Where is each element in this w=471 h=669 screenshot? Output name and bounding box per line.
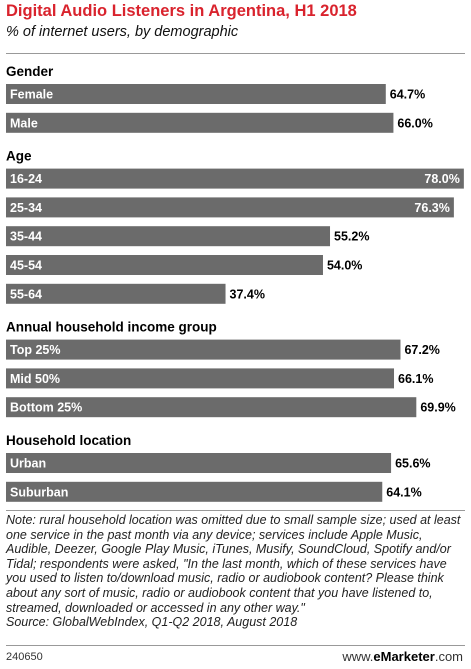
bar-label: Female <box>10 88 53 102</box>
data-label: 76.3% <box>414 201 449 215</box>
data-label: 64.7% <box>390 88 425 102</box>
data-label: 54.0% <box>327 259 362 273</box>
bar <box>6 339 401 360</box>
data-label: 55.2% <box>334 230 369 244</box>
brand-logo[interactable]: www.eMarketer.com <box>342 649 463 664</box>
bar <box>6 368 395 389</box>
brand-prefix: www. <box>342 649 374 664</box>
data-label: 64.1% <box>386 485 421 499</box>
footer-divider <box>6 645 465 646</box>
data-label: 67.2% <box>404 343 439 357</box>
bar-label: 55-64 <box>10 287 42 301</box>
title-divider <box>6 53 465 54</box>
bar <box>6 453 392 473</box>
data-label: 78.0% <box>424 172 459 186</box>
note-divider <box>6 510 465 511</box>
group-heading: Household location <box>6 433 131 448</box>
bar-label: Bottom 25% <box>10 401 82 415</box>
bar <box>6 84 386 104</box>
data-label: 37.4% <box>230 287 265 301</box>
bar-label: Top 25% <box>10 343 60 357</box>
chart-id: 240650 <box>6 651 43 663</box>
bar-label: 25-34 <box>10 201 42 215</box>
bar-label: 16-24 <box>10 172 42 186</box>
bar <box>6 112 394 133</box>
bar-label: Male <box>10 116 38 130</box>
chart-title: Digital Audio Listeners in Argentina, H1… <box>6 2 357 20</box>
bar-label: Suburban <box>10 485 68 499</box>
data-label: 65.6% <box>395 457 430 471</box>
brand-name: eMarketer <box>373 649 435 664</box>
brand-suffix: .com <box>434 649 463 664</box>
chart-note: Note: rural household location was omitt… <box>6 513 468 630</box>
data-label: 66.1% <box>398 372 433 386</box>
bar <box>6 481 383 502</box>
bar <box>6 226 331 247</box>
bar-label: Mid 50% <box>10 372 60 386</box>
bar <box>6 255 323 275</box>
bar-label: 35-44 <box>10 230 42 244</box>
group-heading: Age <box>6 149 32 164</box>
bar <box>6 168 464 189</box>
data-label: 69.9% <box>420 401 455 415</box>
bar <box>6 397 417 418</box>
source-text: Source: GlobalWebIndex, Q1-Q2 2018, Augu… <box>6 615 298 630</box>
data-label: 66.0% <box>397 116 432 130</box>
chart-subtitle: % of internet users, by demographic <box>6 24 239 40</box>
bar-chart: Gender Female 64.7% Male 66.0% Age 16-24 78.0% 2… <box>6 64 464 502</box>
group-heading: Annual household income group <box>6 320 217 335</box>
group-heading: Gender <box>6 64 54 79</box>
bar <box>6 283 226 304</box>
bar <box>6 197 454 218</box>
note-text: Note: rural household location was omitt… <box>6 513 461 615</box>
bar-label: Urban <box>10 457 46 471</box>
bar-label: 45-54 <box>10 259 42 273</box>
